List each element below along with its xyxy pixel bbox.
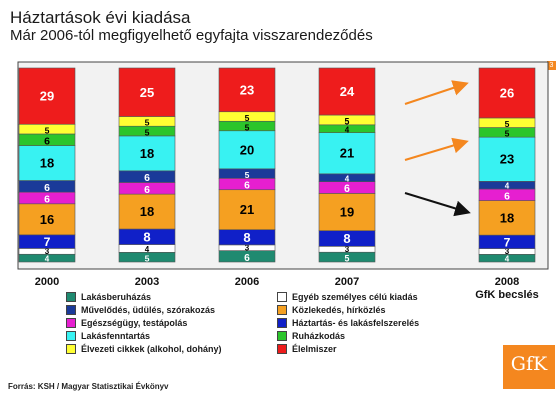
arrow-lakasfenntartas: [404, 137, 469, 161]
annotation-arrows: [404, 80, 471, 217]
data-label-kozlekedes-hirkozles-1: 18: [140, 204, 154, 219]
data-label-egeszsegugy-testapolas-4: 6: [504, 191, 510, 202]
data-label-elvezeti-cikkek-alkohol-dohany-3: 5: [345, 116, 350, 126]
data-label-kozlekedes-hirkozles-4: 18: [500, 210, 514, 225]
data-label-lakasfenntartas-1: 18: [140, 146, 154, 161]
data-label-lakasberuhazas-4: 4: [505, 255, 510, 264]
bar-segment-elelmiszer-0: [18, 67, 76, 125]
page-number-badge: 3: [547, 61, 556, 70]
data-label-egyeb-szemelyes-celu-kiadas-4: 3: [505, 247, 510, 256]
data-label-ruhazkodas-2: 5: [245, 122, 250, 132]
data-label-elelmiszer-4: 26: [500, 85, 514, 100]
data-label-haztartas-es-lakasfelszereles-0: 7: [44, 235, 51, 249]
gfk-logo: GfK: [503, 345, 555, 389]
bar-segment-elelmiszer-3: [318, 67, 376, 116]
source-note: Forrás: KSH / Magyar Statisztikai Évköny…: [8, 382, 169, 391]
data-label-egeszsegugy-testapolas-3: 6: [344, 183, 350, 195]
bar-segment-kozlekedes-hirkozles-2: [218, 189, 276, 230]
data-label-haztartas-es-lakasfelszereles-4: 7: [504, 235, 511, 249]
data-label-elelmiszer-0: 29: [40, 89, 54, 104]
data-label-elvezeti-cikkek-alkohol-dohany-2: 5: [245, 113, 250, 123]
data-label-ruhazkodas-3: 4: [345, 125, 350, 134]
bar-segment-lakasfenntartas-0: [18, 145, 76, 181]
bar-segment-elelmiszer-2: [218, 67, 276, 113]
data-label-lakasfenntartas-2: 20: [240, 142, 254, 157]
gfk-logo-text: GfK: [510, 353, 548, 375]
category-label-4-sub: GfK becslés: [475, 289, 539, 301]
bar-segment-kozlekedes-hirkozles-3: [318, 193, 376, 231]
data-label-egeszsegugy-testapolas-2: 6: [244, 181, 250, 192]
data-label-lakasberuhazas-3: 5: [345, 254, 350, 264]
data-label-muvelodes-udules-szorakozas-2: 5: [245, 170, 250, 180]
data-label-kozlekedes-hirkozles-2: 21: [240, 202, 254, 217]
data-label-muvelodes-udules-szorakozas-4: 4: [505, 182, 510, 191]
data-label-egyeb-szemelyes-celu-kiadas-0: 3: [45, 247, 50, 256]
page-title: Háztartások évi kiadása: [10, 8, 191, 27]
data-label-ruhazkodas-0: 6: [44, 135, 50, 147]
data-label-egeszsegugy-testapolas-0: 6: [44, 193, 50, 205]
data-label-haztartas-es-lakasfelszereles-1: 8: [143, 229, 150, 244]
data-label-lakasberuhazas-0: 4: [45, 255, 50, 264]
data-label-ruhazkodas-4: 5: [505, 129, 510, 139]
bar-segment-lakasfenntartas-1: [118, 135, 176, 172]
bar-segment-lakasfenntartas-3: [318, 132, 376, 175]
data-label-muvelodes-udules-szorakozas-1: 6: [144, 172, 150, 184]
data-label-haztartas-es-lakasfelszereles-3: 8: [343, 231, 350, 246]
data-label-elvezeti-cikkek-alkohol-dohany-0: 5: [45, 125, 50, 135]
arrow-elelmiszer: [404, 80, 469, 105]
data-label-lakasfenntartas-0: 18: [40, 156, 54, 171]
data-label-lakasfenntartas-4: 23: [500, 152, 514, 167]
data-label-kozlekedes-hirkozles-3: 19: [340, 205, 354, 220]
data-label-ruhazkodas-1: 5: [145, 127, 150, 137]
page-subtitle: Már 2006-tól megfigyelhető egyfajta viss…: [10, 27, 373, 44]
data-label-egyeb-szemelyes-celu-kiadas-1: 4: [145, 245, 150, 254]
data-label-muvelodes-udules-szorakozas-0: 6: [44, 182, 50, 194]
data-label-kozlekedes-hirkozles-0: 16: [40, 212, 54, 227]
bars-group: 4371666186529548186618552563821652055235…: [18, 67, 536, 264]
data-label-elelmiszer-1: 25: [140, 85, 154, 100]
category-label-1: 2003: [135, 276, 159, 288]
data-label-lakasberuhazas-2: 6: [244, 253, 250, 264]
bar-segment-elelmiszer-1: [118, 67, 176, 117]
category-label-3: 2007: [335, 276, 359, 288]
bar-segment-elelmiszer-4: [478, 67, 536, 119]
data-label-lakasfenntartas-3: 21: [340, 146, 354, 161]
data-label-egyeb-szemelyes-celu-kiadas-3: 3: [345, 245, 350, 254]
chart-frame: [17, 61, 549, 270]
data-label-elelmiszer-3: 24: [340, 84, 355, 99]
category-label-2: 2006: [235, 276, 259, 288]
data-label-lakasberuhazas-1: 5: [145, 254, 150, 264]
arrow-kozlekedes-hirkozles: [404, 192, 471, 217]
data-label-egyeb-szemelyes-celu-kiadas-2: 3: [245, 243, 250, 252]
bar-segment-kozlekedes-hirkozles-0: [18, 203, 76, 236]
data-label-muvelodes-udules-szorakozas-3: 4: [345, 174, 350, 183]
category-label-0: 2000: [35, 276, 59, 288]
data-label-elvezeti-cikkek-alkohol-dohany-4: 5: [505, 119, 510, 129]
data-label-haztartas-es-lakasfelszereles-2: 8: [243, 230, 250, 245]
data-label-elelmiszer-2: 23: [240, 82, 254, 97]
data-label-elvezeti-cikkek-alkohol-dohany-1: 5: [145, 118, 150, 128]
category-label-4: 2008: [495, 276, 519, 288]
data-label-egeszsegugy-testapolas-1: 6: [144, 184, 150, 196]
bar-segment-kozlekedes-hirkozles-1: [118, 193, 176, 230]
